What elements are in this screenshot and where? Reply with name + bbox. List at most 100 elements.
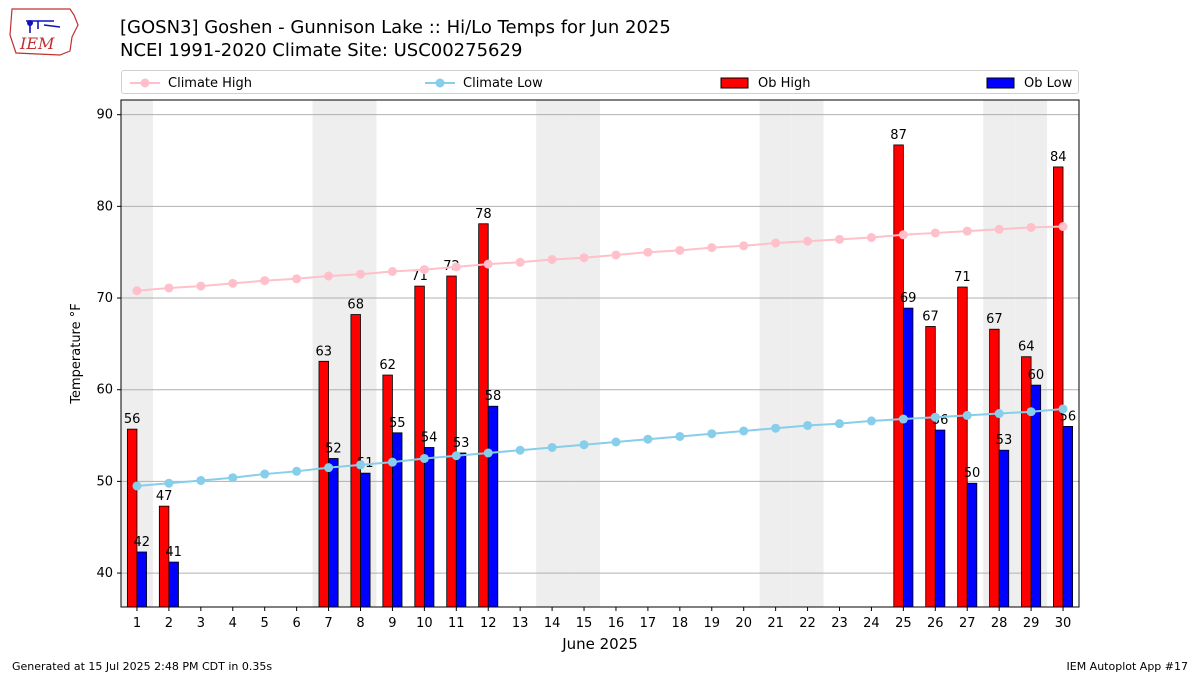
x-tick-label: 3 — [197, 616, 205, 631]
climate-low-point — [260, 469, 270, 479]
legend: Climate High Climate Low Ob High Ob Low — [121, 70, 1079, 94]
chart-title: [GOSN3] Goshen - Gunnison Lake :: Hi/Lo … — [120, 17, 671, 38]
x-tick-label: 24 — [863, 616, 880, 631]
ob-low-bar — [1030, 384, 1042, 608]
ob-high-data-label: 67 — [986, 312, 1003, 327]
ob-low-bar — [966, 482, 978, 608]
legend-bar-swatch-icon — [986, 77, 1015, 89]
x-tick-label: 18 — [672, 616, 689, 631]
climate-low-line — [136, 407, 1064, 487]
climate-low-point — [292, 466, 302, 476]
ob-high-data-label: 47 — [156, 489, 173, 504]
climate-high-point — [866, 233, 876, 243]
chart-subtitle: NCEI 1991-2020 Climate Site: USC00275629 — [120, 40, 523, 61]
x-tick-label: 9 — [388, 616, 396, 631]
ob-low-data-label: 69 — [900, 291, 917, 306]
footer-app: IEM Autoplot App #17 — [1066, 660, 1189, 673]
plot-frame — [120, 99, 1080, 608]
x-tick-label: 23 — [831, 616, 848, 631]
climate-high-line — [136, 225, 1064, 292]
x-tick-label: 22 — [799, 616, 816, 631]
weekend-band — [568, 100, 600, 607]
x-tick-label: 25 — [895, 616, 912, 631]
x-tick-label: 15 — [576, 616, 593, 631]
y-tick-label: 40 — [96, 566, 113, 581]
climate-high-point — [196, 281, 206, 291]
x-tick-label: 5 — [261, 616, 269, 631]
ob-low-data-label: 42 — [133, 535, 150, 550]
ob-high-bar — [318, 360, 329, 608]
climate-high-point — [611, 250, 621, 260]
climate-low-point — [675, 431, 685, 441]
climate-low-point — [483, 448, 493, 458]
ob-low-data-label: 58 — [485, 389, 502, 404]
ob-low-data-label: 60 — [1028, 368, 1045, 383]
ob-high-bar — [1053, 166, 1064, 608]
ob-low-data-label: 55 — [389, 416, 406, 431]
ob-high-bar — [126, 428, 138, 608]
legend-label: Climate Low — [463, 75, 543, 91]
climate-low-point — [771, 423, 781, 433]
climate-high-point — [962, 226, 972, 236]
climate-high-point — [1058, 222, 1068, 232]
climate-low-point — [835, 419, 844, 429]
climate-low-point — [1026, 407, 1036, 417]
climate-high-point — [515, 257, 525, 267]
climate-high-point — [643, 247, 653, 257]
x-tick-label: 2 — [165, 616, 173, 631]
climate-high-point — [930, 228, 940, 238]
climate-low-point — [132, 481, 142, 491]
ob-low-bar — [168, 561, 179, 608]
x-tick-label: 28 — [991, 616, 1008, 631]
climate-high-point — [707, 243, 717, 253]
y-tick-label: 50 — [96, 474, 113, 489]
ob-low-data-label: 41 — [165, 545, 182, 560]
ob-high-bar — [478, 223, 489, 608]
climate-low-point — [387, 457, 397, 467]
x-tick-label: 1 — [133, 616, 141, 631]
climate-low-point — [803, 420, 813, 430]
climate-low-point — [164, 478, 174, 488]
climate-low-point — [419, 453, 429, 463]
legend-bar-swatch-icon — [720, 77, 749, 89]
legend-ob-high: Ob High — [720, 74, 811, 92]
x-tick-label: 20 — [735, 616, 752, 631]
x-tick-label: 6 — [292, 616, 300, 631]
ob-low-bar — [1062, 425, 1074, 608]
climate-high-point — [451, 262, 461, 272]
y-tick-label: 80 — [96, 199, 113, 214]
climate-high-point — [483, 259, 493, 269]
ob-low-data-label: 50 — [964, 466, 981, 481]
climate-high-point — [260, 276, 270, 286]
ob-high-bar — [925, 326, 936, 608]
y-tick-label: 90 — [96, 108, 113, 123]
x-tick-label: 14 — [544, 616, 561, 631]
ob-low-bar — [902, 307, 914, 608]
x-tick-label: 30 — [1055, 616, 1072, 631]
climate-low-point — [547, 442, 557, 452]
ob-low-bar — [455, 452, 467, 608]
climate-high-point — [324, 271, 334, 281]
ob-low-bar — [360, 472, 371, 608]
climate-high-point — [739, 241, 749, 251]
climate-low-point — [866, 416, 876, 426]
climate-low-point — [739, 426, 749, 436]
ob-high-data-label: 64 — [1018, 340, 1035, 355]
x-tick-label: 7 — [324, 616, 332, 631]
ob-low-data-label: 53 — [453, 436, 470, 451]
iem-logo: IEM — [9, 8, 79, 56]
ob-high-data-label: 78 — [475, 207, 492, 222]
legend-climate-high: Climate High — [130, 74, 252, 92]
ob-low-bar — [934, 429, 946, 608]
climate-high-point — [994, 224, 1004, 234]
climate-low-point — [515, 445, 525, 455]
x-tick-label: 26 — [927, 616, 944, 631]
ob-low-data-label: 52 — [325, 441, 342, 456]
climate-low-point — [643, 434, 653, 444]
climate-high-point — [1026, 222, 1036, 232]
x-tick-label: 29 — [1023, 616, 1040, 631]
ob-high-data-label: 68 — [347, 298, 364, 313]
climate-low-point — [994, 409, 1004, 419]
ob-high-bar — [957, 286, 968, 608]
